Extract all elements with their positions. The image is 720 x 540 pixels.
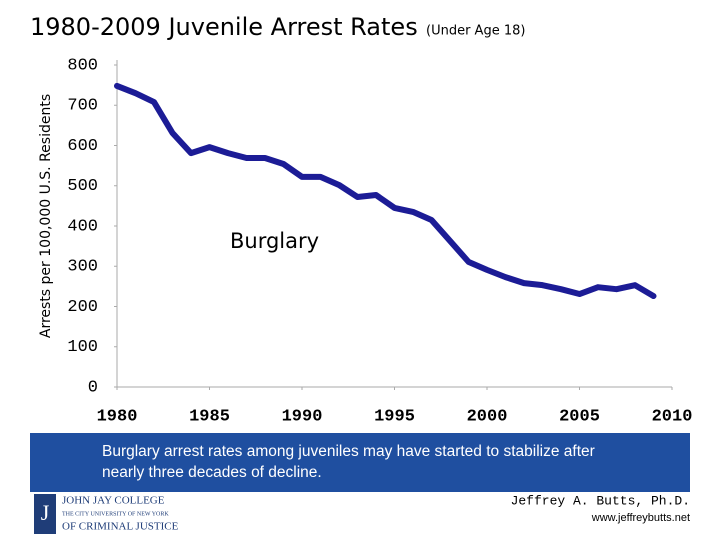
caption-box [30, 433, 690, 492]
logo-line: THE CITY UNIVERSITY OF NEW YORK [62, 511, 169, 517]
y-tick-label: 200 [67, 298, 98, 317]
chart-subtitle: (Under Age 18) [426, 24, 525, 39]
y-tick-label: 400 [67, 217, 98, 236]
logo-letter: J [41, 500, 50, 525]
logo-line: OF CRIMINAL JUSTICE [62, 521, 179, 533]
data-line [114, 82, 657, 300]
y-tick-label: 500 [67, 177, 98, 196]
caption-wrap: Burglary arrest rates among juveniles ma… [102, 443, 595, 481]
y-tick-label: 100 [67, 338, 98, 357]
x-tick-label: 2005 [559, 407, 600, 426]
y-tick-label: 300 [67, 258, 98, 277]
x-tick-label: 2010 [652, 407, 693, 426]
logo-mark [34, 494, 56, 534]
x-tick-label: 1995 [374, 407, 415, 426]
logo-line: JOHN JAY COLLEGE [62, 495, 165, 507]
x-tick-label: 1985 [189, 407, 230, 426]
series-label: Burglary [230, 229, 319, 253]
x-tick-label: 1990 [282, 407, 323, 426]
x-tick-label: 1980 [97, 407, 138, 426]
y-tick-label: 800 [67, 56, 98, 75]
y-tick-label: 0 [88, 378, 98, 397]
chart-title: 1980-2009 Juvenile Arrest Rates [30, 13, 418, 41]
y-tick-label: 600 [67, 137, 98, 156]
y-axis-label: Arrests per 100,000 U.S. Residents [38, 94, 54, 338]
author: Jeffrey A. Butts, Ph.D. [511, 493, 690, 508]
x-tick-label: 2000 [467, 407, 508, 426]
plot: 0 100 200 300 400 500 600 700 800 1980 1985 1990 199… [67, 56, 692, 426]
website: www.jeffreybutts.net [591, 512, 690, 524]
caption: Burglary arrest rates among juveniles ma… [102, 443, 595, 481]
y-tick-label: 700 [67, 97, 98, 116]
